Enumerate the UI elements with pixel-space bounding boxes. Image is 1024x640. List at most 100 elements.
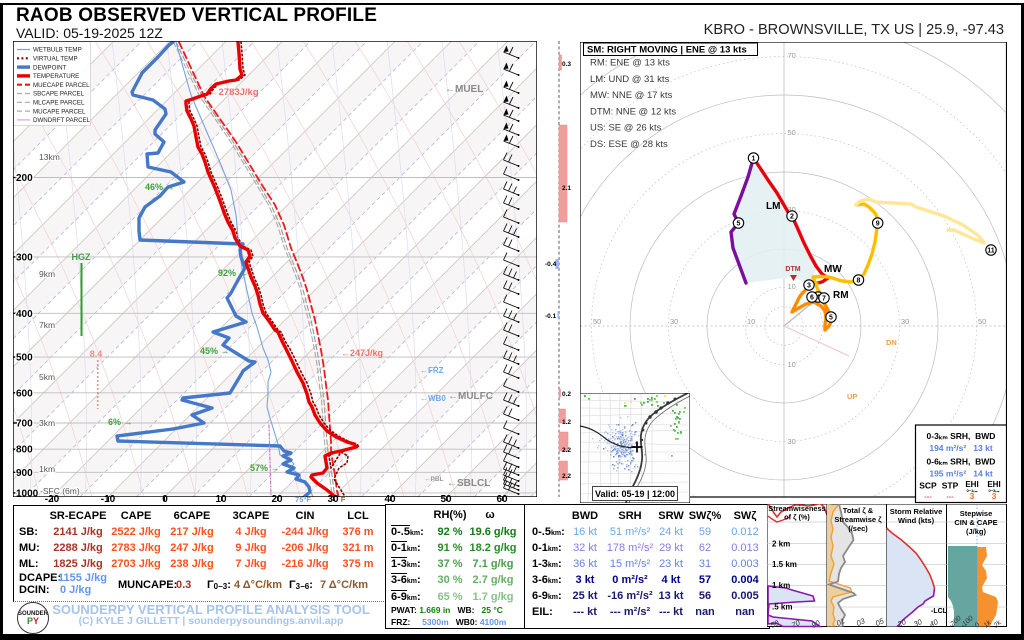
svg-text:0-6ₖₘ SRH, BWD: 0-6ₖₘ SRH, BWD — [927, 457, 996, 467]
svg-text:.03: .03 — [853, 616, 867, 629]
svg-text:---: --- — [924, 492, 932, 501]
svg-text:4: 4 — [816, 295, 820, 302]
svg-text:1.5 km: 1.5 km — [772, 560, 797, 569]
svg-text:Streamwiseness: Streamwiseness — [768, 504, 825, 513]
svg-text:Valid: 05-19 | 12:00: Valid: 05-19 | 12:00 — [595, 489, 675, 499]
svg-text:50: 50 — [788, 128, 796, 137]
svg-text:DS: ESE @ 28 kts: DS: ESE @ 28 kts — [590, 139, 668, 150]
svg-text:.05: .05 — [872, 616, 886, 629]
svg-text:2: 2 — [790, 214, 794, 221]
svg-text:0: 0 — [974, 622, 982, 630]
svg-text:←PBL: ←PBL — [424, 476, 444, 483]
svg-text:CIN & CAPE: CIN & CAPE — [954, 518, 997, 527]
svg-text:0−3ₖₘ: 0−3ₖₘ — [989, 488, 1000, 493]
svg-text:5: 5 — [737, 221, 741, 228]
svg-text:0.2: 0.2 — [562, 391, 571, 398]
svg-text:0.3: 0.3 — [562, 61, 571, 68]
svg-text:10: 10 — [788, 360, 796, 369]
svg-text:195 m²/s² 14 kt: 195 m²/s² 14 kt — [929, 469, 992, 479]
svg-text:30: 30 — [670, 317, 678, 326]
svg-text:MUECAPE PARCEL: MUECAPE PARCEL — [33, 82, 90, 89]
svg-text:600: 600 — [16, 388, 33, 399]
svg-text:700: 700 — [16, 419, 33, 430]
svg-text:800: 800 — [16, 445, 33, 456]
svg-text:SCP: SCP — [919, 481, 937, 491]
svg-text:1km: 1km — [39, 464, 55, 474]
svg-text:←MUEL: ←MUEL — [445, 84, 483, 95]
svg-text:Total ζ &: Total ζ & — [843, 506, 874, 515]
svg-text:3: 3 — [807, 283, 811, 290]
svg-text:←FRZ: ←FRZ — [420, 366, 444, 375]
svg-text:UP: UP — [847, 392, 857, 401]
svg-text:RM: ENE @ 13 kts: RM: ENE @ 13 kts — [590, 58, 670, 69]
svg-text:900: 900 — [16, 468, 33, 479]
svg-text:10: 10 — [747, 317, 755, 326]
svg-text:1 km: 1 km — [772, 581, 790, 590]
svg-text:---: --- — [946, 492, 954, 501]
svg-text:←SBLCL: ←SBLCL — [447, 478, 490, 489]
svg-text:50: 50 — [978, 317, 986, 326]
svg-text:13km: 13km — [39, 152, 60, 162]
svg-text:92% →: 92% → — [218, 268, 248, 278]
svg-text:of ζ (%): of ζ (%) — [784, 513, 810, 522]
svg-text:←2783J/kg: ←2783J/kg — [209, 87, 259, 98]
svg-text:STP: STP — [942, 481, 959, 491]
svg-text:1k: 1k — [983, 619, 994, 629]
svg-text:Wind (kts): Wind (kts) — [898, 516, 935, 525]
svg-text:←WB0: ←WB0 — [420, 394, 446, 403]
svg-text:6% →: 6% → — [108, 417, 133, 427]
svg-text:45% →: 45% → — [200, 346, 230, 356]
svg-text:50: 50 — [593, 317, 601, 326]
svg-text:8: 8 — [857, 278, 861, 285]
svg-text:TEMPERATURE: TEMPERATURE — [33, 73, 79, 80]
svg-text:MLCAPE PARCEL: MLCAPE PARCEL — [33, 100, 85, 107]
svg-text:500: 500 — [16, 353, 33, 364]
svg-text:30: 30 — [788, 205, 796, 214]
svg-text:9km: 9km — [39, 269, 55, 279]
svg-text:DN: DN — [886, 338, 897, 347]
svg-text:2.1: 2.1 — [562, 185, 571, 192]
svg-text:70: 70 — [788, 51, 796, 60]
svg-text:RM: RM — [833, 290, 849, 301]
svg-text:2k: 2k — [992, 619, 1003, 630]
svg-text:(/sec): (/sec) — [848, 524, 868, 533]
svg-text:30: 30 — [901, 317, 909, 326]
svg-text:HGZ: HGZ — [72, 252, 92, 262]
svg-text:.5 km: .5 km — [772, 603, 792, 612]
svg-text:MW: NNE @ 17 kts: MW: NNE @ 17 kts — [590, 90, 673, 101]
svg-text:5: 5 — [829, 315, 833, 322]
svg-text:3: 3 — [992, 491, 997, 501]
svg-text:(J/kg): (J/kg) — [966, 527, 987, 536]
svg-text:LM: LM — [766, 201, 780, 212]
svg-text:-0.4: -0.4 — [545, 261, 557, 268]
svg-text:LM: UND @ 31 kts: LM: UND @ 31 kts — [590, 74, 670, 85]
svg-text:VIRTUAL TEMP: VIRTUAL TEMP — [33, 56, 78, 63]
svg-text:1000: 1000 — [16, 488, 39, 497]
svg-text:DTM: DTM — [785, 266, 800, 273]
svg-text:DEWPOINT: DEWPOINT — [33, 64, 67, 71]
svg-text:200: 200 — [16, 173, 33, 184]
svg-text:DTM: NNE @ 12 kts: DTM: NNE @ 12 kts — [590, 106, 676, 117]
svg-text:30: 30 — [788, 437, 796, 446]
svg-text:194 m²/s² 13 kt: 194 m²/s² 13 kt — [929, 443, 992, 453]
svg-text:8.4: 8.4 — [90, 349, 103, 359]
svg-text:6: 6 — [810, 295, 814, 302]
svg-text:SBCAPE PARCEL: SBCAPE PARCEL — [33, 91, 85, 98]
svg-text:SM: RIGHT MOVING | ENE @ 13 kt: SM: RIGHT MOVING | ENE @ 13 kts — [587, 45, 747, 56]
svg-text:-LCL: -LCL — [931, 608, 948, 615]
svg-text:EHI: EHI — [987, 480, 1000, 489]
svg-text:10: 10 — [788, 282, 796, 291]
svg-text:WETBULB TEMP: WETBULB TEMP — [33, 47, 82, 54]
svg-text:.01: .01 — [833, 616, 846, 629]
svg-text:400: 400 — [16, 309, 33, 320]
svg-text:5km: 5km — [39, 372, 55, 382]
svg-text:0-3ₖₘ SRH, BWD: 0-3ₖₘ SRH, BWD — [927, 431, 996, 441]
svg-text:9: 9 — [876, 221, 880, 228]
svg-text:11: 11 — [987, 248, 995, 255]
svg-text:46% →: 46% → — [145, 182, 175, 192]
svg-text:Storm Relative: Storm Relative — [890, 507, 943, 516]
svg-text:Streamwise ζ: Streamwise ζ — [834, 515, 882, 524]
svg-text:0−1ₖₘ: 0−1ₖₘ — [967, 488, 978, 493]
svg-text:2.2: 2.2 — [562, 473, 571, 480]
svg-text:7: 7 — [822, 296, 826, 303]
